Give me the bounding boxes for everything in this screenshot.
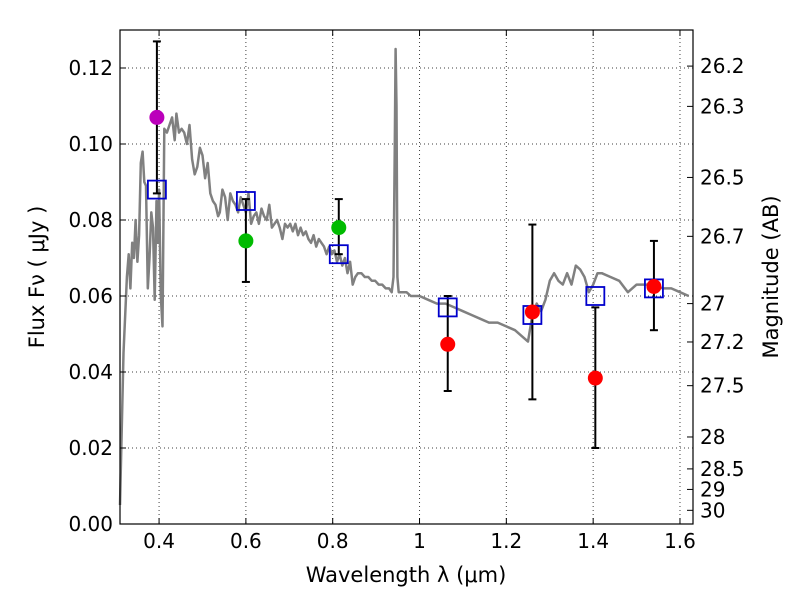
observed-flux-point — [646, 279, 662, 294]
model-photometry-square — [146, 179, 167, 200]
model-photometry-square — [585, 286, 606, 306]
right-tick-label: 26.5 — [700, 165, 745, 189]
model-photometry-square — [328, 244, 349, 265]
x-tick-label: 0.6 — [230, 529, 262, 553]
y-tick-label: 0.08 — [68, 208, 113, 232]
y-tick-label: 0.04 — [68, 360, 113, 384]
right-tick-label: 30 — [700, 498, 725, 522]
observed-flux-point — [524, 304, 540, 320]
right-tick-label: 27 — [700, 292, 725, 316]
series-layer — [118, 40, 690, 506]
right-tick-label: 28 — [700, 425, 725, 449]
x-tick-label: 1.2 — [490, 529, 522, 553]
right-tick-label: 27.5 — [700, 374, 745, 398]
x-tick-label: 0.8 — [317, 529, 349, 553]
x-tick-label: 1 — [413, 529, 426, 553]
tick-layer: 0.4 0.6 0.8 1 1.2 1.4 1.6 0.00 0.02 0.04 0.06 0.08 0… — [68, 30, 745, 553]
right-tick-label: 28.5 — [700, 457, 745, 481]
y-tick-label: 0.02 — [68, 436, 113, 460]
y-tick-label: 0.10 — [68, 132, 113, 156]
right-tick-label: 26.3 — [700, 94, 745, 118]
x-tick-label: 0.4 — [143, 529, 175, 553]
observed-flux-point — [587, 370, 603, 386]
y-axis-title: Flux Fν ( μJy ) — [25, 206, 49, 349]
x-axis-title: Wavelength λ (μm) — [306, 563, 507, 587]
y-tick-label: 0.06 — [68, 284, 113, 308]
y-axis-right-title: Magnitude (AB) — [759, 195, 783, 358]
y-tick-label: 0.12 — [68, 56, 113, 80]
x-tick-label: 1.6 — [664, 529, 696, 553]
right-tick-label: 29 — [700, 477, 725, 501]
y-tick-label: 0.00 — [68, 512, 113, 536]
spectrum-line — [118, 47, 690, 506]
observed-flux-point — [331, 220, 347, 236]
plot-frame — [119, 29, 694, 525]
grid-lines — [120, 30, 693, 525]
observed-flux-point — [238, 233, 254, 249]
model-photometry-square — [235, 191, 256, 211]
model-photometry-square — [437, 297, 458, 318]
right-tick-label: 27.2 — [700, 330, 745, 354]
observed-flux-point — [149, 109, 165, 125]
right-tick-label: 26.7 — [700, 224, 745, 248]
right-tick-label: 26.2 — [700, 54, 745, 78]
x-tick-label: 1.4 — [577, 529, 609, 553]
observed-flux-point — [440, 336, 456, 352]
